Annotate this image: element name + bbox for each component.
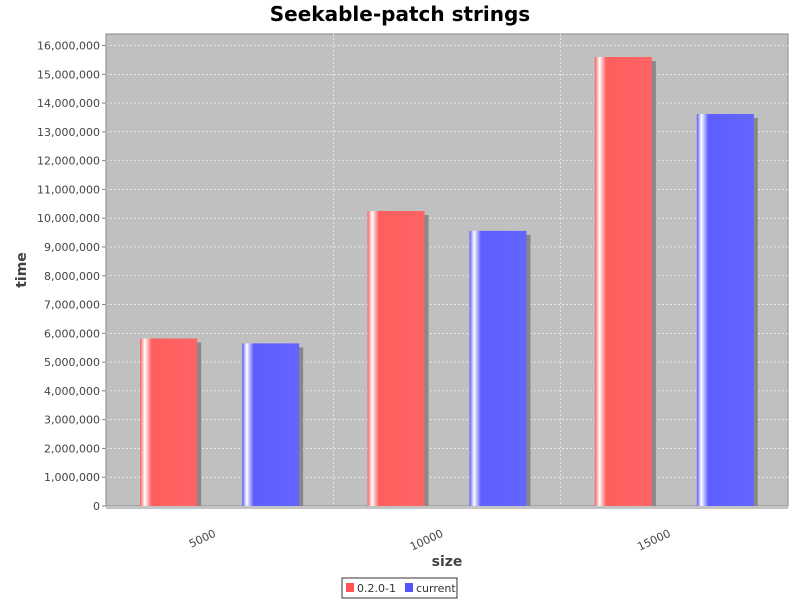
y-tick-label: 3,000,000 (44, 414, 100, 427)
y-tick-label: 5,000,000 (44, 356, 100, 369)
y-tick-label: 13,000,000 (37, 126, 100, 139)
bar-5000-current (242, 343, 300, 506)
y-tick-label: 16,000,000 (37, 40, 100, 53)
y-tick-label: 2,000,000 (44, 442, 100, 455)
bars (140, 57, 754, 507)
legend-label-0: 0.2.0-1 (357, 582, 396, 595)
x-tick-label: 15000 (635, 527, 672, 554)
y-tick-label: 7,000,000 (44, 299, 100, 312)
bar-10000-0.2.0-1 (367, 211, 425, 506)
x-axis-ticks: 5000 10000 15000 (187, 527, 673, 554)
y-tick-label: 14,000,000 (37, 97, 100, 110)
x-tick-label: 5000 (187, 527, 218, 551)
y-tick-label: 6,000,000 (44, 327, 100, 340)
x-axis-label: size (432, 554, 463, 570)
y-tick-label: 9,000,000 (44, 241, 100, 254)
gridlines (106, 34, 788, 506)
y-tick-label: 11,000,000 (37, 183, 100, 196)
y-axis-label: time (14, 252, 30, 288)
y-tick-label: 10,000,000 (37, 212, 100, 225)
legend-swatch-0 (346, 583, 354, 592)
bar-15000-current (696, 114, 754, 506)
y-tick-label: 1,000,000 (44, 471, 100, 484)
y-tick-label: 8,000,000 (44, 270, 100, 283)
y-axis-ticks: 0 1,000,000 2,000,000 3,000,000 4,000,000 5,0… (37, 40, 106, 513)
y-tick-label: 0 (93, 500, 100, 513)
legend-label-1: current (416, 582, 456, 595)
legend: 0.2.0-1 current (341, 577, 458, 599)
chart-title: Seekable-patch strings (270, 2, 530, 26)
bar-15000-0.2.0-1 (594, 57, 652, 507)
legend-box (341, 577, 458, 599)
bar-10000-current (469, 230, 527, 507)
plot-area (105, 33, 789, 507)
y-tick-label: 4,000,000 (44, 385, 100, 398)
legend-swatch-1 (405, 583, 413, 592)
x-tick-label: 10000 (408, 527, 445, 554)
y-tick-label: 12,000,000 (37, 155, 100, 168)
y-tick-label: 15,000,000 (37, 68, 100, 81)
bar-5000-0.2.0-1 (140, 338, 198, 506)
